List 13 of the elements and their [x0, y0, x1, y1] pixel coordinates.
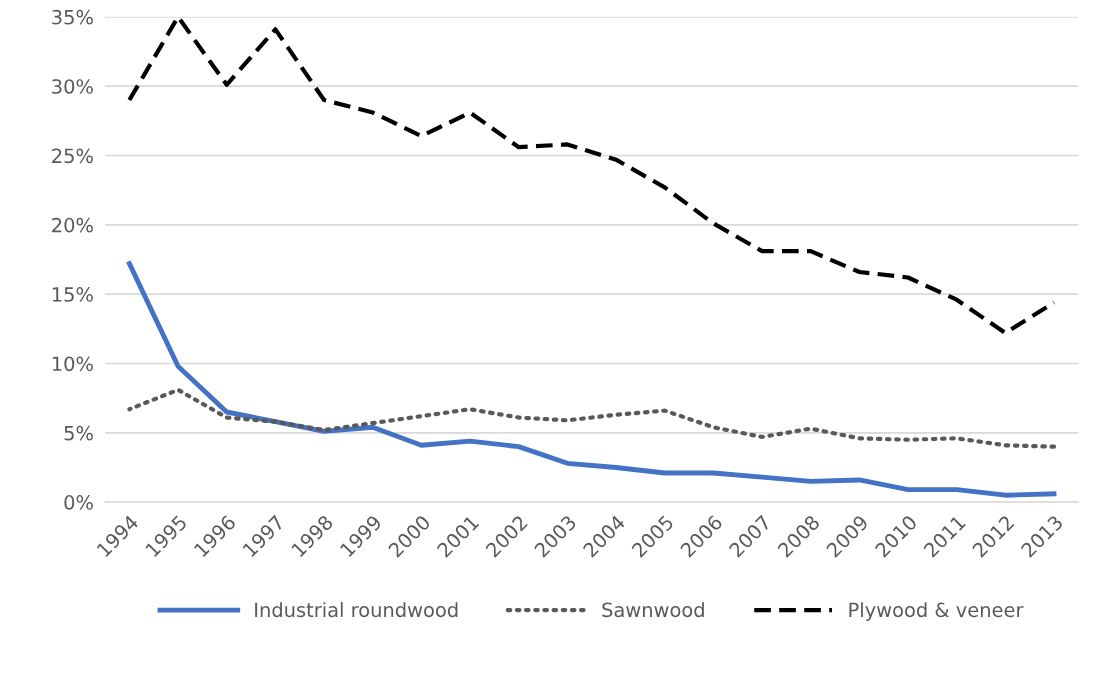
line-series [126, 261, 1057, 498]
y-tick-label: 0% [64, 495, 93, 510]
legend-label: Plywood & veneer [849, 602, 1024, 621]
line-series [127, 16, 1057, 336]
y-tick-label: 20% [52, 217, 93, 233]
legend-label: Sawnwood [602, 602, 704, 618]
y-tick-label: 10% [52, 356, 93, 372]
y-tick-label: 30% [52, 79, 93, 94]
y-tick-label: 35% [52, 9, 93, 25]
y-tick-label: 25% [52, 148, 93, 164]
y-tick-label: 15% [52, 287, 93, 302]
y-tick-label: 5% [64, 425, 93, 441]
legend-label: Industrial roundwood [255, 602, 458, 618]
